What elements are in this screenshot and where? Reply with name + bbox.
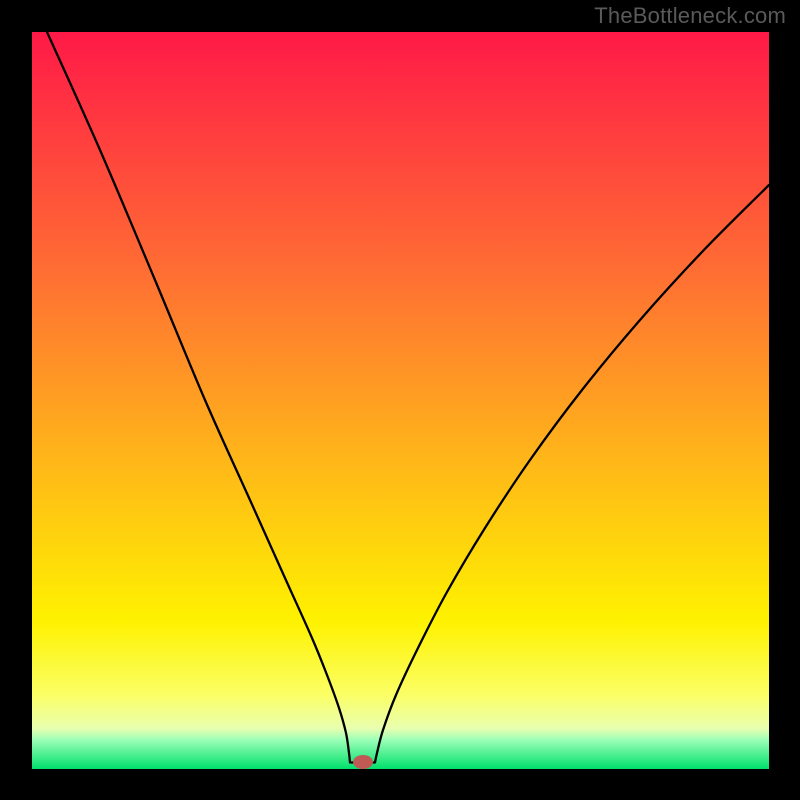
curve-svg bbox=[0, 0, 800, 800]
valley-marker bbox=[353, 755, 373, 769]
watermark: TheBottleneck.com bbox=[594, 3, 786, 29]
chart-container: TheBottleneck.com bbox=[0, 0, 800, 800]
v-curve bbox=[47, 32, 769, 763]
